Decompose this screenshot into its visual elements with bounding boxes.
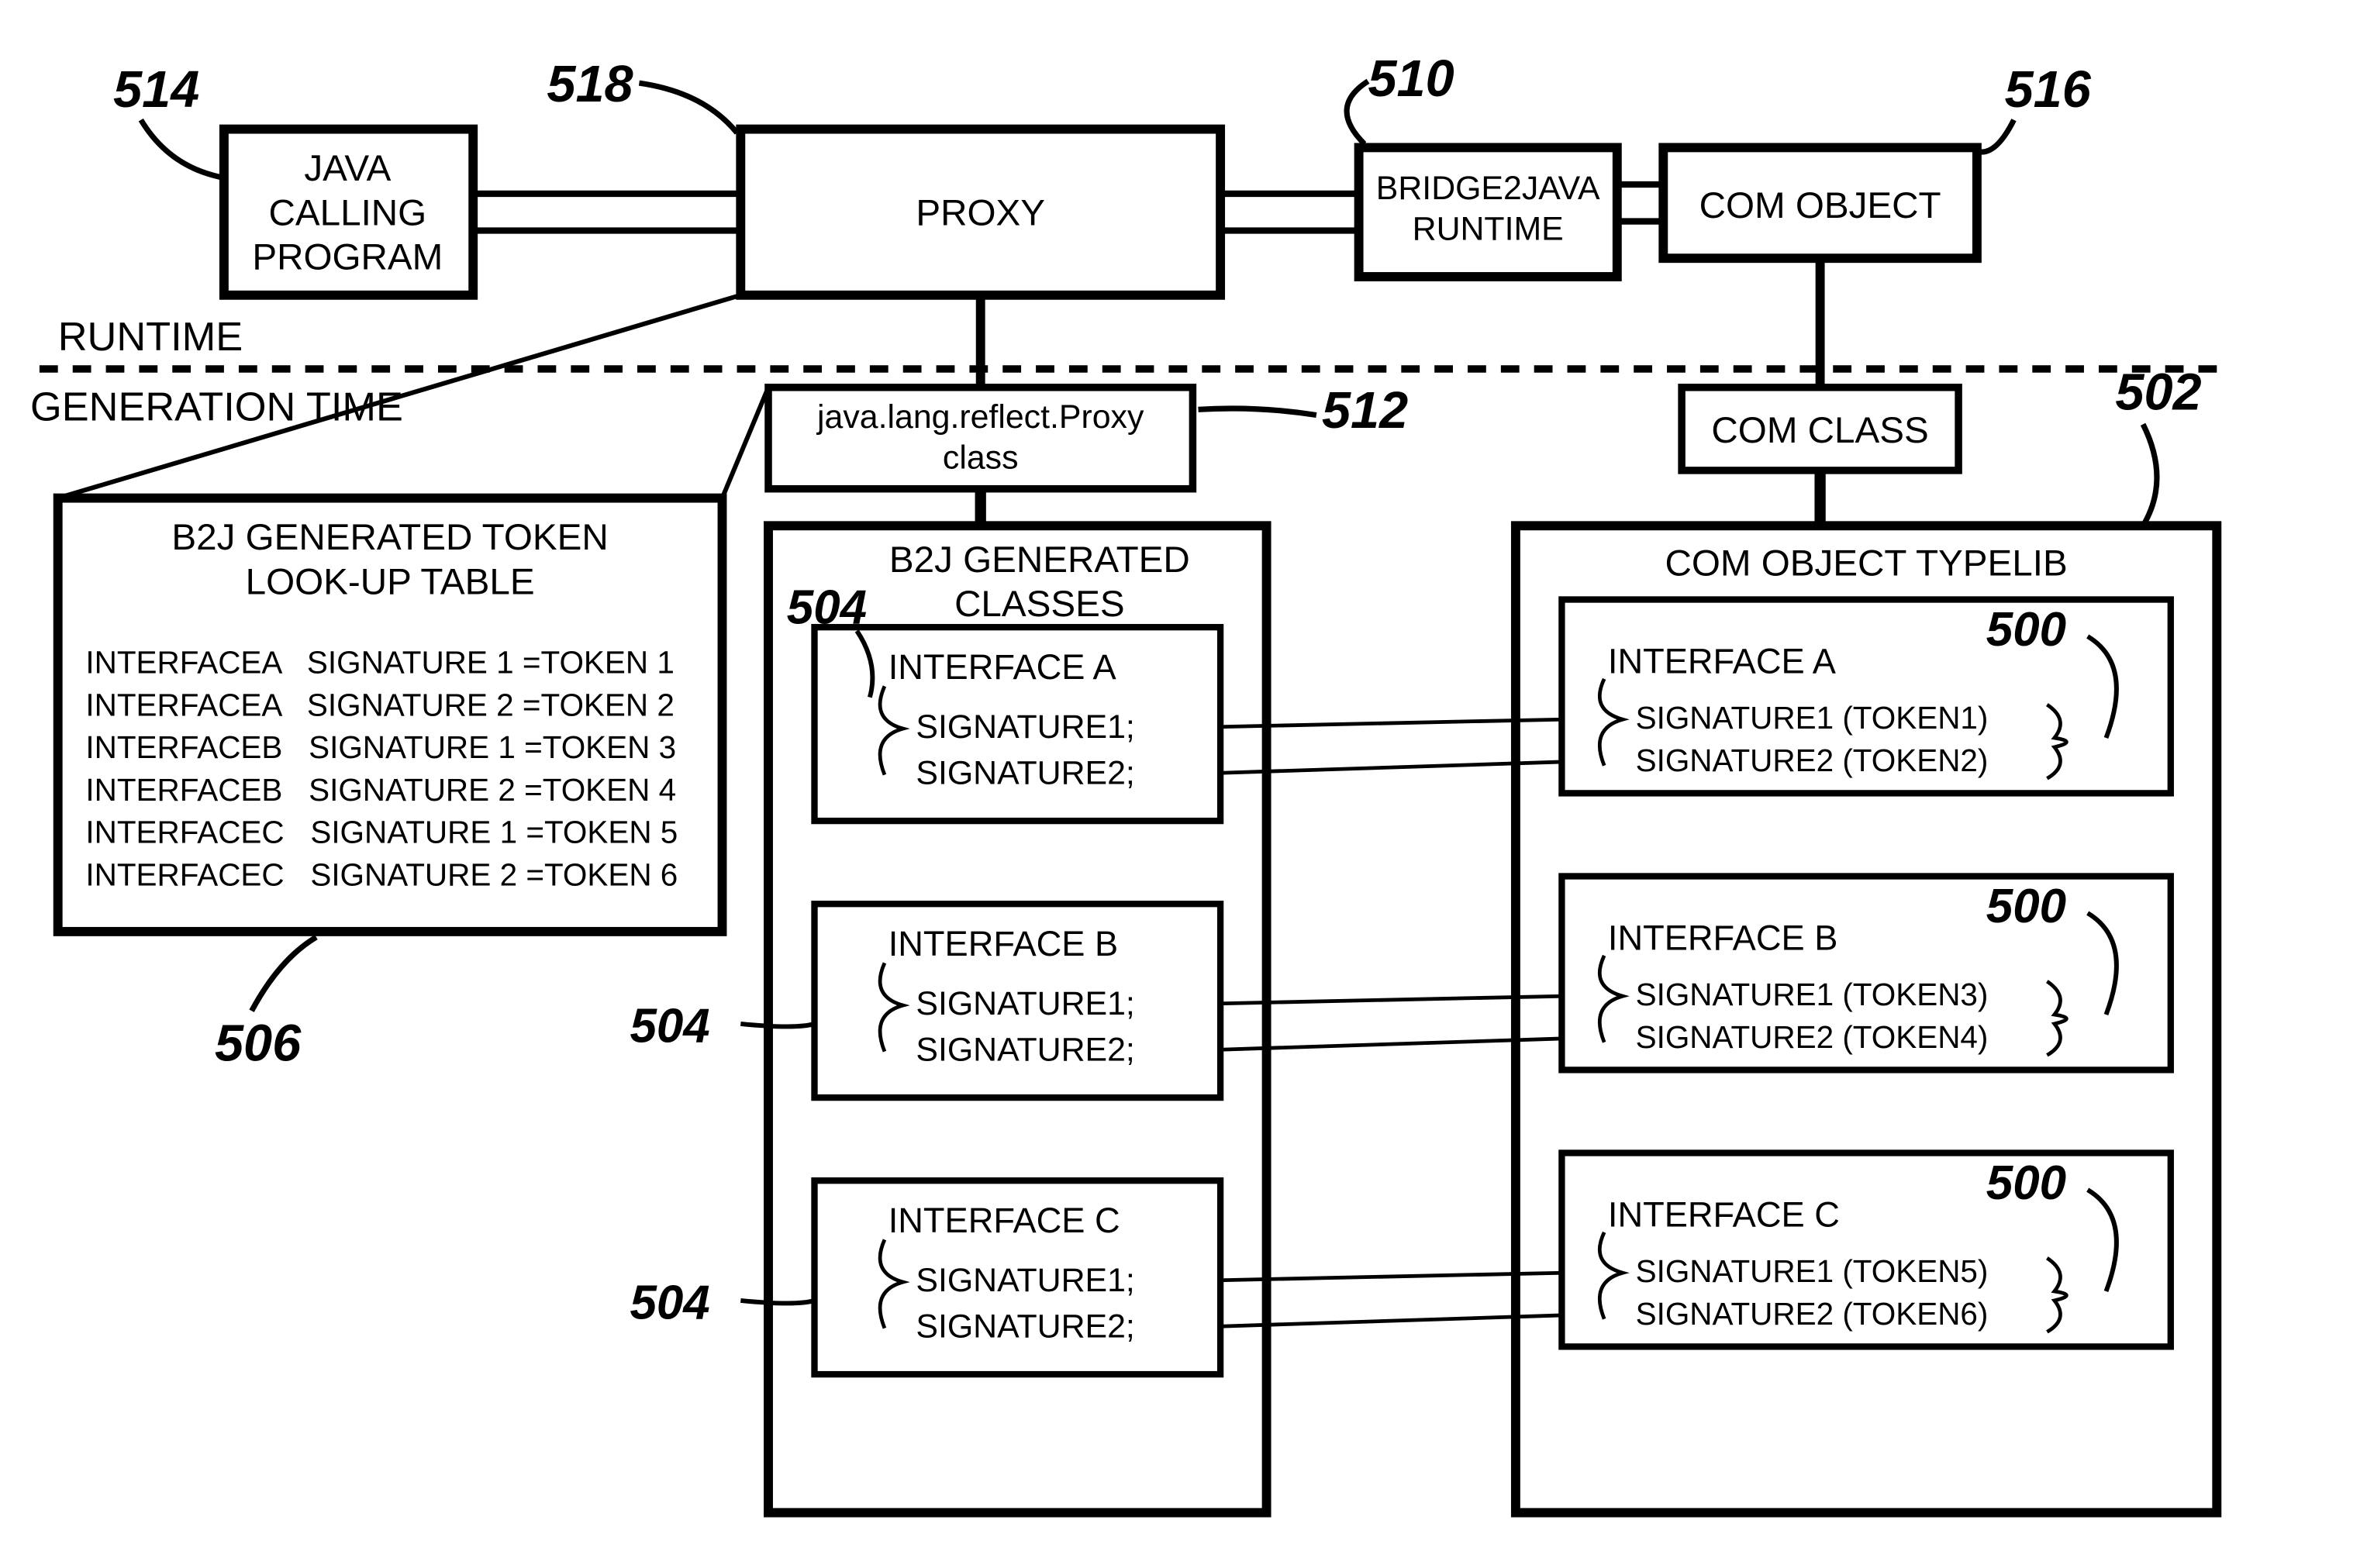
proxy-class-l2: class [943, 439, 1019, 477]
com-object-label: COM OBJECT [1699, 185, 1941, 226]
b2j-iface-a-s1: SIGNATURE1; [916, 708, 1134, 746]
java-calling-l1: JAVA [304, 148, 391, 189]
ref-502-lead [2143, 424, 2157, 526]
section-runtime: RUNTIME [58, 315, 243, 360]
ref-514-lead [141, 120, 220, 177]
tl-iface-b-s2: SIGNATURE2 (TOKEN4) [1636, 1019, 1989, 1055]
diagram-canvas: JAVA CALLING PROGRAM PROXY BRIDGE2JAVA R… [0, 0, 2367, 1568]
b2j-iface-a-s2: SIGNATURE2; [916, 754, 1134, 791]
b2j-iface-b-name: INTERFACE B [888, 924, 1118, 963]
bridge-l1: BRIDGE2JAVA [1376, 170, 1600, 207]
ref-506: 506 [215, 1015, 302, 1073]
ref-500-b: 500 [1986, 880, 2066, 933]
lookup-title2: LOOK-UP TABLE [246, 561, 535, 602]
lookup-row-3: INTERFACEB SIGNATURE 2 =TOKEN 4 [85, 772, 676, 808]
conn-proxy-lookup-b [723, 388, 769, 498]
ref-510: 510 [1368, 50, 1454, 108]
b2j-iface-b-s2: SIGNATURE2; [916, 1032, 1134, 1069]
ref-516-lead [1977, 120, 2014, 152]
typelib-title: COM OBJECT TYPELIB [1665, 543, 2067, 584]
b2j-iface-c-name: INTERFACE C [888, 1201, 1120, 1240]
sig-a2 [1220, 762, 1561, 773]
java-calling-l3: PROGRAM [252, 236, 443, 277]
com-class-label: COM CLASS [1711, 410, 1928, 451]
tl-iface-b-name: INTERFACE B [1608, 918, 1837, 958]
tl-iface-c-name: INTERFACE C [1608, 1195, 1840, 1235]
lookup-row-5: INTERFACEC SIGNATURE 2 =TOKEN 6 [85, 856, 678, 892]
b2j-iface-c-s2: SIGNATURE2; [916, 1308, 1134, 1346]
tl-iface-c-s2: SIGNATURE2 (TOKEN6) [1636, 1296, 1989, 1332]
b2j-classes-title2: CLASSES [954, 584, 1125, 625]
sig-b1 [1220, 996, 1561, 1004]
ref-506-lead [252, 937, 316, 1011]
lookup-row-4: INTERFACEC SIGNATURE 1 =TOKEN 5 [85, 815, 678, 850]
tl-iface-c-s1: SIGNATURE1 (TOKEN5) [1636, 1253, 1989, 1289]
ref-500-a: 500 [1986, 603, 2066, 656]
ref-500-c: 500 [1986, 1156, 2066, 1210]
ref-518-lead [639, 83, 737, 133]
bridge-l2: RUNTIME [1413, 210, 1564, 247]
lookup-title1: B2J GENERATED TOKEN [171, 517, 608, 558]
tl-iface-a-s2: SIGNATURE2 (TOKEN2) [1636, 743, 1989, 778]
ref-512-lead [1199, 408, 1316, 415]
ref-502: 502 [2115, 364, 2201, 421]
ref-504-b-lead [740, 1024, 814, 1027]
sig-a1 [1220, 719, 1561, 727]
ref-514: 514 [113, 61, 199, 119]
sig-b2 [1220, 1039, 1561, 1049]
lookup-row-1: INTERFACEA SIGNATURE 2 =TOKEN 2 [85, 687, 674, 722]
ref-504-c: 504 [630, 1277, 710, 1330]
sig-c2 [1220, 1315, 1561, 1326]
b2j-iface-a-name: INTERFACE A [888, 647, 1117, 687]
tl-iface-a-s1: SIGNATURE1 (TOKEN1) [1636, 700, 1989, 736]
proxy-label: PROXY [916, 192, 1045, 233]
ref-518: 518 [547, 56, 633, 113]
tl-iface-a-name: INTERFACE A [1608, 642, 1837, 681]
ref-504-a: 504 [787, 581, 867, 634]
proxy-class-l1: java.lang.reflect.Proxy [816, 398, 1144, 436]
java-calling-l2: CALLING [269, 192, 427, 233]
section-gentime: GENERATION TIME [30, 385, 403, 430]
ref-516: 516 [2005, 61, 2092, 119]
ref-512: 512 [1322, 382, 1408, 439]
sig-c1 [1220, 1273, 1561, 1280]
b2j-iface-c-s1: SIGNATURE1; [916, 1262, 1134, 1299]
ref-504-c-lead [740, 1301, 814, 1304]
ref-510-lead [1347, 81, 1368, 144]
lookup-row-0: INTERFACEA SIGNATURE 1 =TOKEN 1 [85, 645, 674, 681]
b2j-classes-title1: B2J GENERATED [889, 539, 1190, 581]
lookup-row-2: INTERFACEB SIGNATURE 1 =TOKEN 3 [85, 729, 676, 765]
tl-iface-b-s1: SIGNATURE1 (TOKEN3) [1636, 977, 1989, 1012]
b2j-iface-b-s1: SIGNATURE1; [916, 985, 1134, 1022]
ref-504-b: 504 [630, 1000, 710, 1053]
